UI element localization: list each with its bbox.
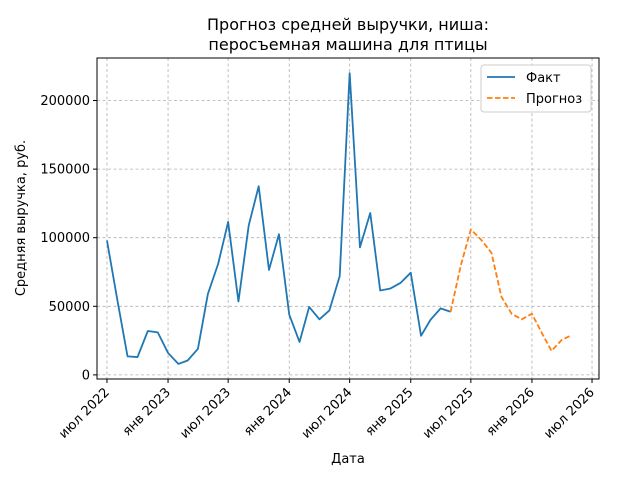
y-tick-label: 100000 — [40, 231, 90, 246]
x-tick-label: янв 2026 — [484, 385, 538, 439]
x-tick-label: июл 2022 — [56, 385, 113, 442]
x-tick-label: июл 2025 — [420, 385, 477, 442]
x-tick-label: янв 2025 — [363, 385, 417, 439]
chart-title-line2: перосъемная машина для птицы — [208, 35, 487, 54]
x-tick-label: июл 2023 — [177, 385, 234, 442]
plot-frame — [96, 57, 600, 380]
y-tick-label: 150000 — [40, 163, 90, 178]
legend: Факт Прогноз — [480, 64, 592, 113]
series-line-forecast — [449, 228, 573, 352]
x-tick-label: июл 2026 — [541, 385, 598, 442]
y-tick-label: 50000 — [49, 300, 90, 315]
x-tick-label: янв 2024 — [241, 385, 295, 439]
x-axis-label: Дата — [331, 452, 365, 467]
y-axis-label: Средняя выручка, руб. — [14, 140, 29, 296]
y-tick-label: 0 — [82, 368, 90, 383]
series-line-fact — [106, 72, 451, 365]
series-layer — [106, 72, 573, 365]
x-tick-label: янв 2023 — [120, 385, 174, 439]
y-tick-label: 200000 — [40, 94, 90, 109]
chart-title-line1: Прогноз средней выручки, ниша: — [207, 15, 489, 34]
legend-label-forecast: Прогноз — [526, 92, 582, 107]
tick-layer: июл 2022 янв 2023 июл 2023 янв 2024 июл 2024… — [40, 94, 597, 442]
legend-label-fact: Факт — [526, 71, 561, 86]
x-tick-label: июл 2024 — [299, 385, 356, 442]
